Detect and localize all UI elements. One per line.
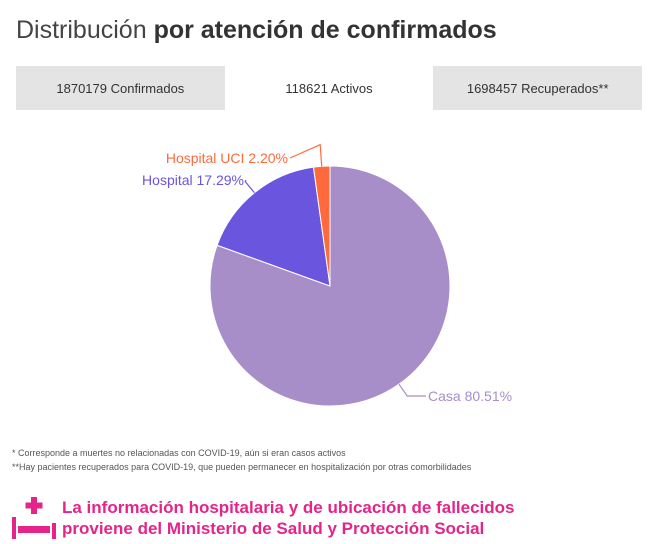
footnotes: * Corresponde a muertes no relacionadas …	[12, 446, 471, 474]
notice-line-1: La información hospitalaria y de ubicaci…	[62, 498, 515, 517]
pie-chart: Casa 80.51% Hospital 17.29% Hospital UCI 2…	[142, 143, 512, 407]
footnote-1: * Corresponde a muertes no relacionadas …	[12, 448, 346, 458]
slice-label: Casa 80.51%	[428, 388, 512, 404]
leader-line	[244, 179, 255, 194]
slice-label: Hospital UCI 2.20%	[166, 150, 288, 166]
pie-slice-hospital[interactable]	[216, 166, 331, 287]
leader-line	[289, 143, 323, 167]
slice-label: Hospital 17.29%	[142, 172, 244, 188]
page-title: Distribución por atención de confirmados	[16, 16, 497, 45]
title-light: Distribución	[16, 16, 147, 44]
footnote-2: **Hay pacientes recuperados para COVID-1…	[12, 462, 472, 472]
leader-line	[398, 383, 426, 397]
notice-line-2: proviene del Ministerio de Salud y Prote…	[62, 519, 485, 538]
tab-bar: 1870179 Confirmados 118621 Activos 16984…	[16, 66, 642, 110]
tab-recuperados[interactable]: 1698457 Recuperados**	[466, 80, 609, 96]
hospital-bed-icon	[12, 497, 56, 539]
notice: La información hospitalaria y de ubicaci…	[12, 497, 515, 539]
tab-confirmados[interactable]: 1870179 Confirmados	[56, 80, 185, 96]
tab-activos[interactable]: 118621 Activos	[224, 66, 434, 110]
title-bold: por atención de confirmados	[153, 16, 497, 44]
